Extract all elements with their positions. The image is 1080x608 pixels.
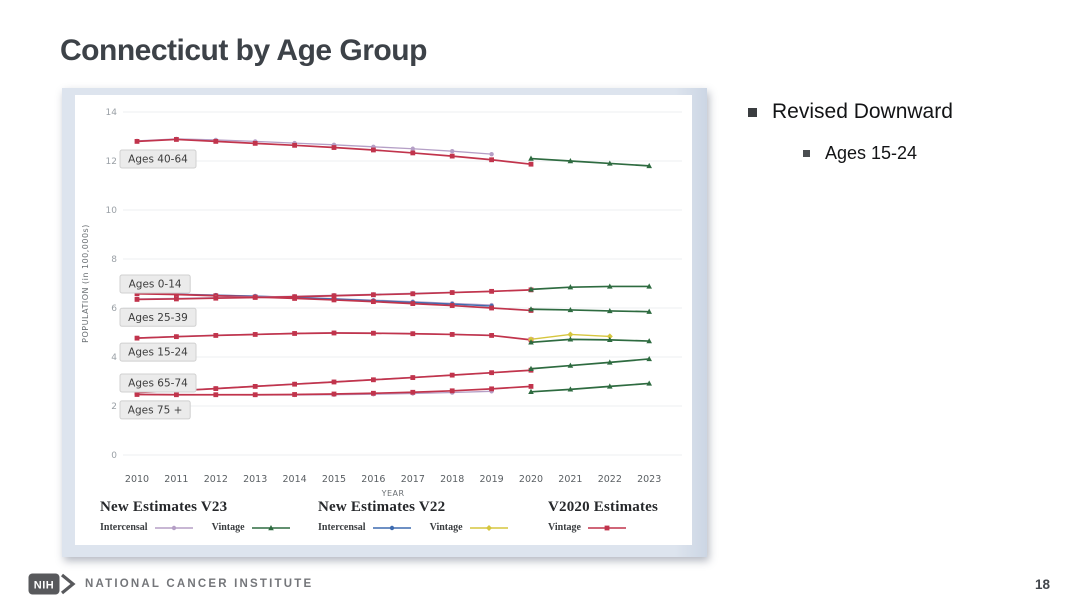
svg-text:12: 12 <box>106 157 117 167</box>
legend-swatch-v2020-vintage-icon <box>587 523 627 533</box>
bullet-ages-15-24: Ages 15-24 <box>803 143 917 164</box>
svg-text:2022: 2022 <box>598 474 622 485</box>
page-number: 18 <box>1034 577 1050 592</box>
chart-card: 0 2 4 6 8 10 12 14 2010 2011 2012 2013 2014 2015 2016 2… <box>75 95 692 545</box>
svg-text:2015: 2015 <box>322 474 346 485</box>
svg-text:2013: 2013 <box>243 474 267 485</box>
legend-header-v23: New Estimates V23 <box>100 499 228 515</box>
svg-text:POPULATION (in 100,000s): POPULATION (in 100,000s) <box>81 224 90 343</box>
svg-text:10: 10 <box>106 206 118 216</box>
legend-swatch-v23-vintage-icon <box>251 523 291 533</box>
legend-item-v22-intercensal: Intercensal <box>318 522 412 533</box>
svg-text:2: 2 <box>111 402 117 412</box>
population-chart-svg: 0 2 4 6 8 10 12 14 2010 2011 2012 2013 2014 2015 2016 2… <box>81 108 682 498</box>
page-title: Connecticut by Age Group <box>60 34 427 67</box>
legend-group-v22: New Estimates V22 Intercensal Vintage <box>318 499 509 533</box>
legend-item-v23-vintage: Vintage <box>212 522 291 533</box>
svg-text:0: 0 <box>111 451 117 461</box>
chart-panel: 0 2 4 6 8 10 12 14 2010 2011 2012 2013 2014 2015 2016 2… <box>62 88 707 557</box>
svg-text:6: 6 <box>111 304 117 314</box>
svg-text:2020: 2020 <box>519 474 543 485</box>
svg-text:2023: 2023 <box>637 474 661 485</box>
svg-text:YEAR: YEAR <box>381 489 405 498</box>
legend-swatch-v23-intercensal-icon <box>154 523 194 533</box>
svg-text:2016: 2016 <box>361 474 385 485</box>
legend-swatch-v22-vintage-icon <box>469 523 509 533</box>
svg-text:2012: 2012 <box>204 474 228 485</box>
legend-header-v22: New Estimates V22 <box>318 499 446 515</box>
nih-logo-icon: NIH <box>28 573 76 595</box>
bullet-square-icon <box>748 108 757 117</box>
svg-text:Ages 40-64: Ages 40-64 <box>128 154 188 166</box>
legend-header-v2020: V2020 Estimates <box>548 499 659 515</box>
svg-text:2018: 2018 <box>440 474 464 485</box>
svg-text:2021: 2021 <box>558 474 582 485</box>
legend-group-v23: New Estimates V23 Intercensal Vintage <box>100 499 291 533</box>
svg-text:Ages 0-14: Ages 0-14 <box>129 278 182 290</box>
svg-text:4: 4 <box>111 353 117 363</box>
bullet-square-icon <box>803 150 810 157</box>
chart-legend: New Estimates V23 Intercensal Vintage Ne <box>75 499 692 543</box>
svg-text:2010: 2010 <box>125 474 149 485</box>
svg-text:2019: 2019 <box>480 474 504 485</box>
legend-item-v23-intercensal: Intercensal <box>100 522 194 533</box>
svg-text:2017: 2017 <box>401 474 425 485</box>
bullet-sub-text: Ages 15-24 <box>825 143 918 163</box>
legend-group-v2020: V2020 Estimates Vintage <box>548 499 658 533</box>
legend-item-v2020-vintage: Vintage <box>548 522 627 533</box>
svg-text:2014: 2014 <box>283 474 307 485</box>
legend-swatch-v22-intercensal-icon <box>372 523 412 533</box>
org-name: NATIONAL CANCER INSTITUTE <box>85 578 314 590</box>
svg-text:Ages 25-39: Ages 25-39 <box>128 312 188 324</box>
svg-text:Ages 65-74: Ages 65-74 <box>128 377 188 389</box>
legend-item-v22-vintage: Vintage <box>430 522 509 533</box>
svg-text:8: 8 <box>111 255 117 265</box>
svg-text:14: 14 <box>106 108 118 118</box>
svg-text:Ages 15-24: Ages 15-24 <box>128 347 188 359</box>
bullet-revised-downward: Revised Downward <box>748 100 953 124</box>
bullet-main-text: Revised Downward <box>772 100 953 123</box>
svg-text:2011: 2011 <box>164 474 188 485</box>
nih-logo: NIH NATIONAL CANCER INSTITUTE <box>28 573 313 595</box>
svg-text:Ages 75 +: Ages 75 + <box>128 404 183 416</box>
svg-text:NIH: NIH <box>34 580 54 592</box>
